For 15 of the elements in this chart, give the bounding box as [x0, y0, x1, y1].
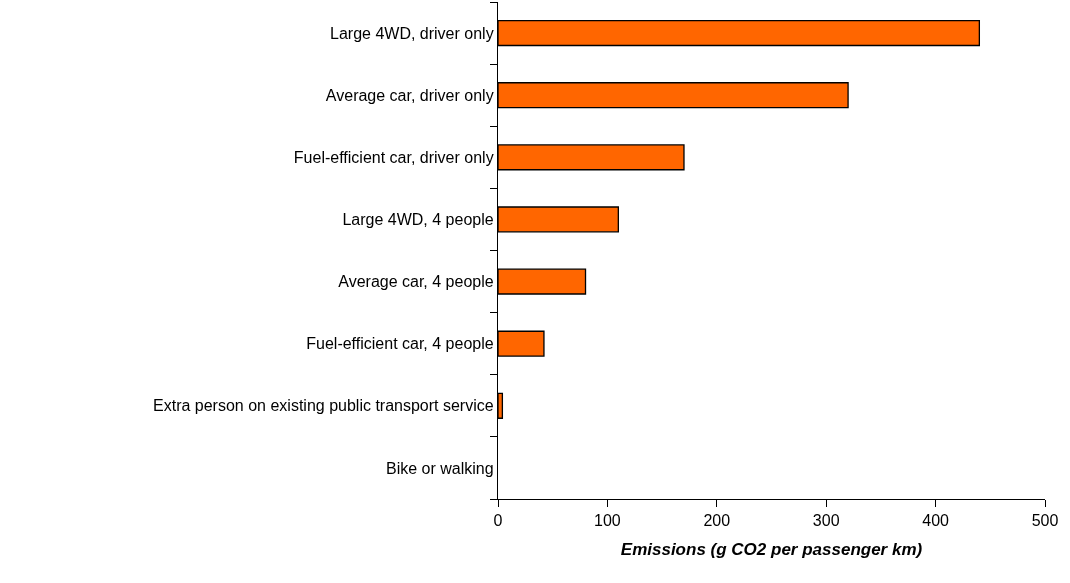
x-axis-title: Emissions (g CO2 per passenger km): [620, 539, 923, 559]
y-tick-label: Fuel-efficient car, 4 people: [306, 335, 494, 353]
x-tick-label: 300: [812, 512, 840, 530]
y-tick-label: Fuel-efficient car, driver only: [293, 148, 494, 166]
y-tick-label: Average car, driver only: [325, 86, 494, 104]
x-tick-label: 200: [703, 512, 731, 530]
y-tick-label: Average car, 4 people: [338, 273, 494, 291]
y-tick-label: Large 4WD, 4 people: [342, 211, 494, 229]
x-tick-label: 100: [594, 512, 621, 530]
y-tick-label: Extra person on existing public transport service: [153, 397, 494, 415]
y-tick-label: Large 4WD, driver only: [330, 24, 494, 42]
x-tick-label: 500: [1031, 512, 1059, 530]
x-tick-label: 400: [922, 512, 950, 530]
y-tick-label: Bike or walking: [386, 459, 494, 477]
x-tick-label: 0: [493, 512, 503, 530]
